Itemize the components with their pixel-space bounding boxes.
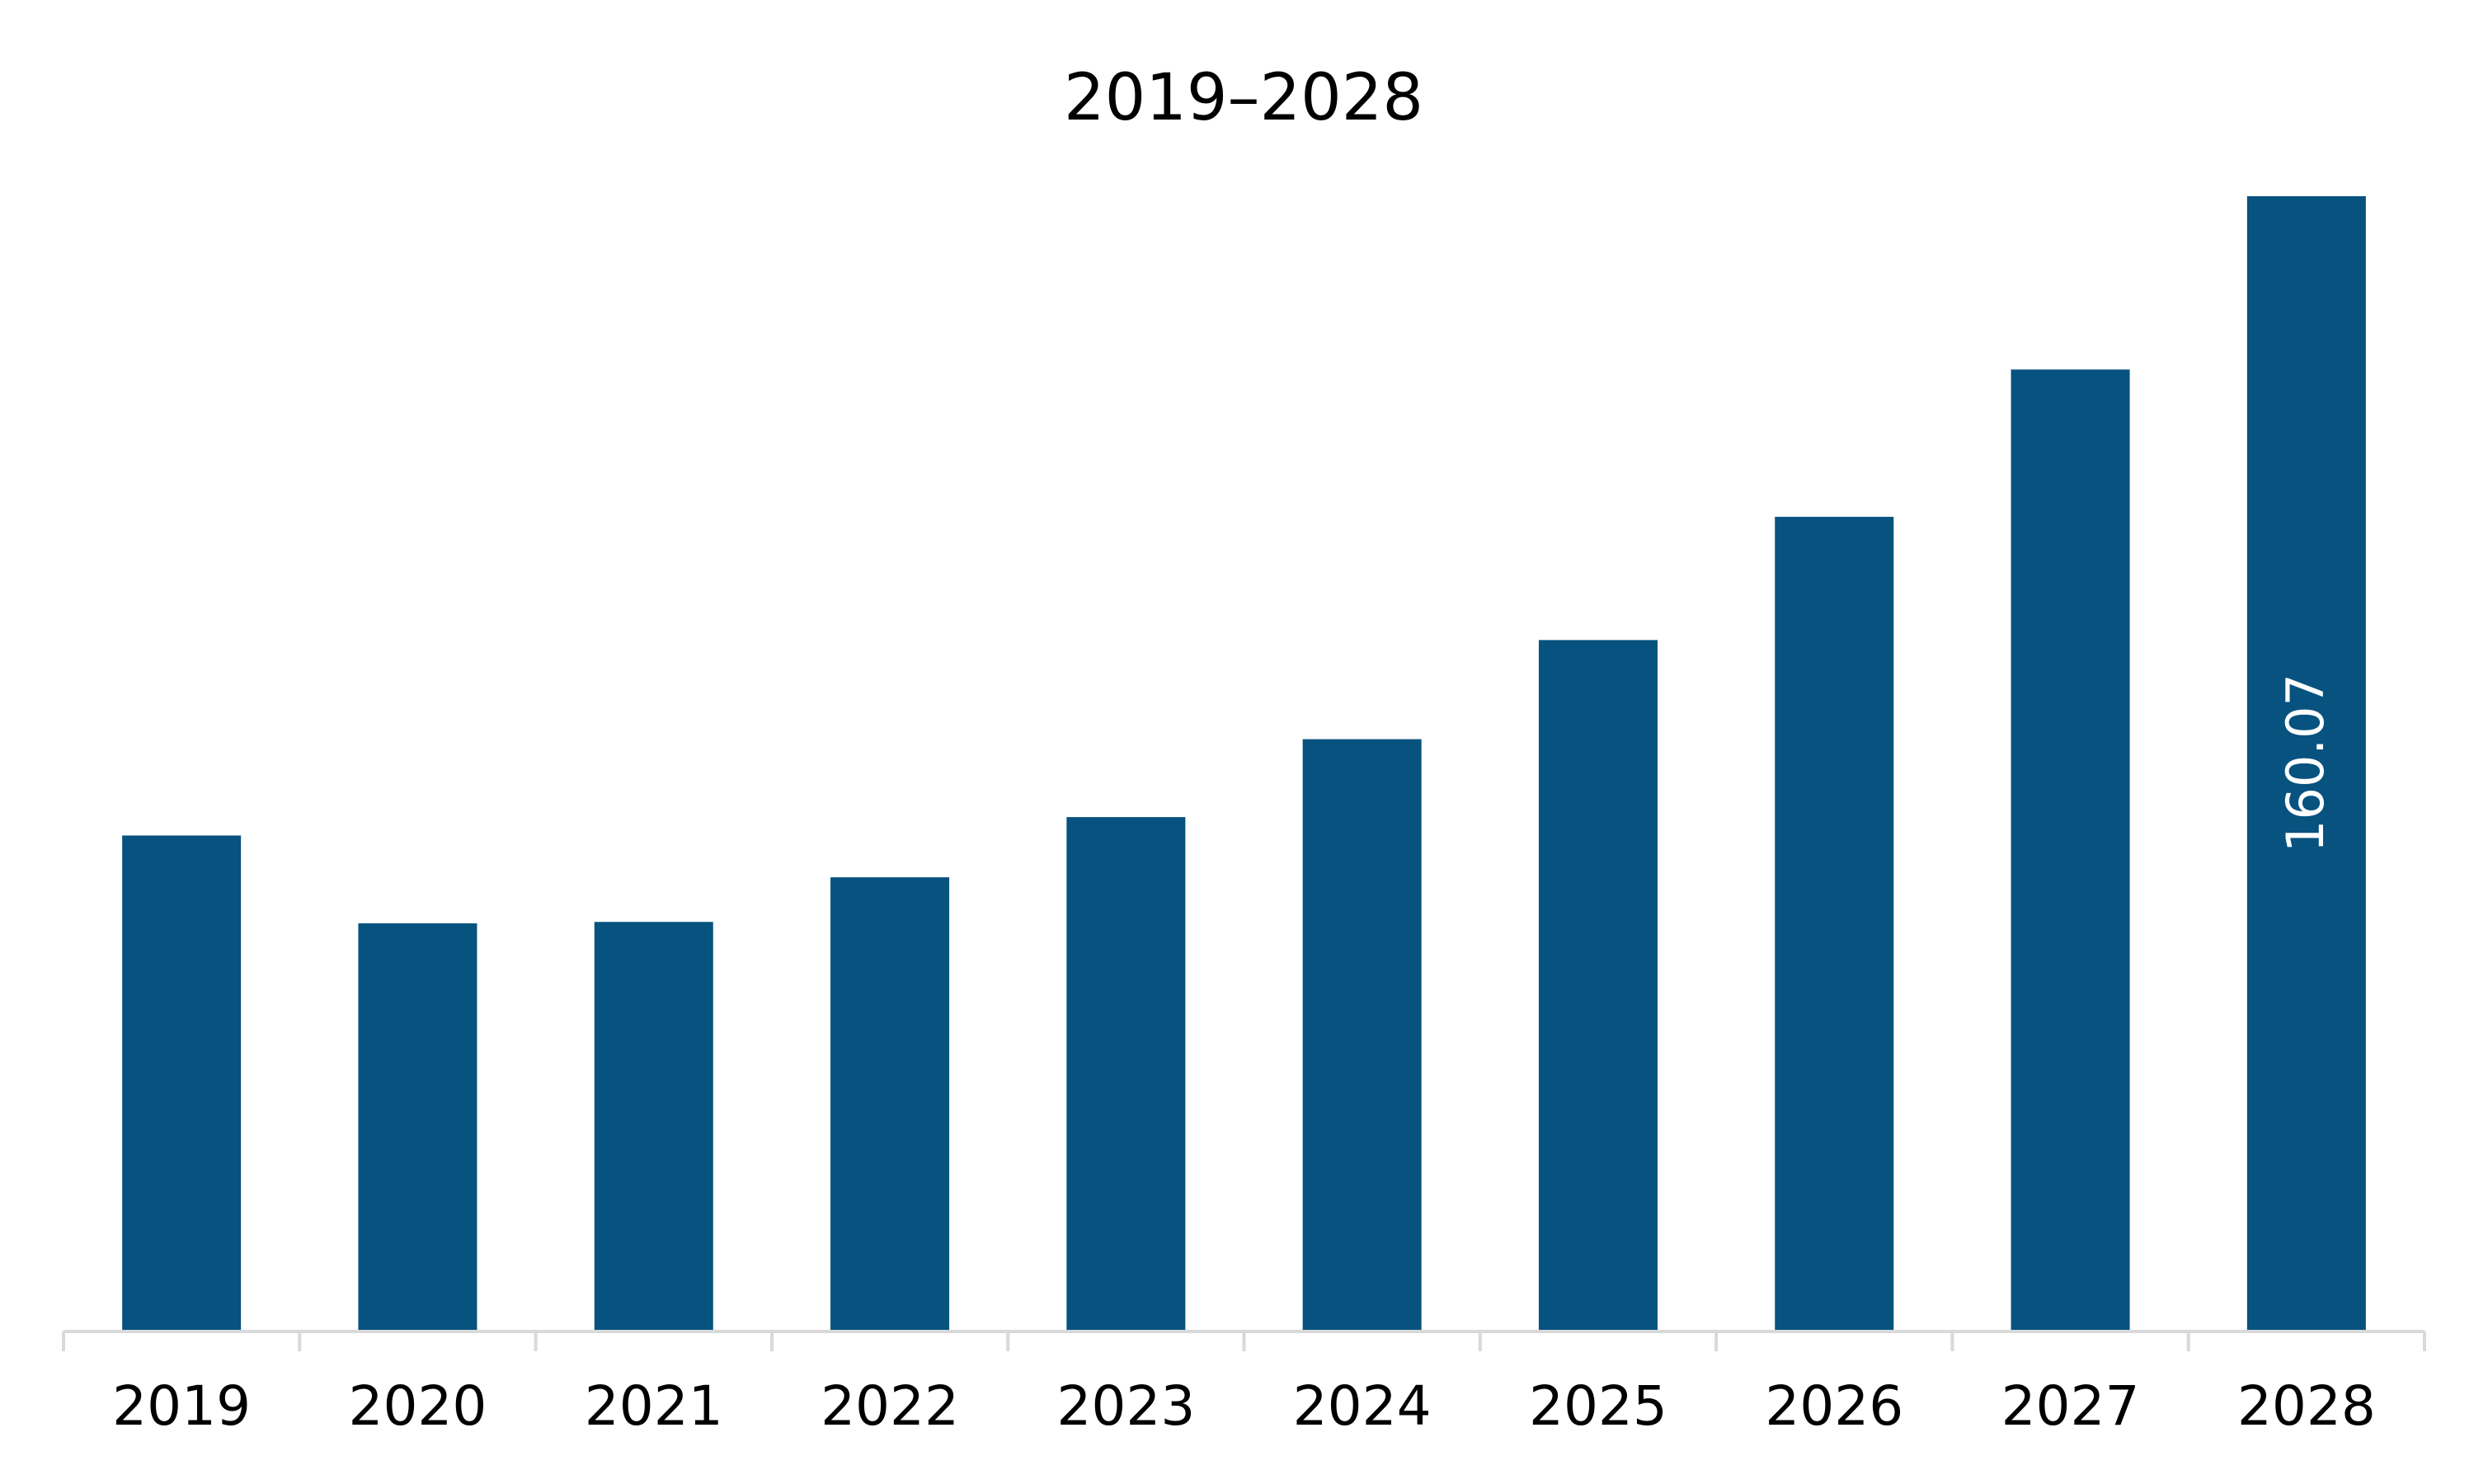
bar-2019 (122, 835, 242, 1330)
x-tick-label-2028: 2028 (2237, 1374, 2376, 1438)
bar-2028 (2246, 196, 2366, 1330)
x-tick-label-2025: 2025 (1529, 1374, 1667, 1438)
bar-2020 (358, 923, 477, 1330)
bar-2021 (594, 922, 713, 1330)
bar-2025 (1538, 640, 1658, 1330)
x-tick-label-2024: 2024 (1293, 1374, 1432, 1438)
x-tick-label-2023: 2023 (1056, 1374, 1195, 1438)
bar-2022 (830, 877, 950, 1330)
x-tick-label-2026: 2026 (1765, 1374, 1903, 1438)
bars-group (122, 196, 2366, 1330)
x-axis-ticks (62, 1331, 2426, 1351)
x-tick-label-2022: 2022 (821, 1374, 959, 1438)
bar-2024 (1302, 739, 1422, 1330)
bar-2026 (1775, 516, 1894, 1330)
x-tick-label-2019: 2019 (112, 1374, 251, 1438)
x-tick-label-2021: 2021 (585, 1374, 723, 1438)
x-axis-tick-labels: 2019 2020 2021 2022 2023 2024 2025 2026 2027 2028 (112, 1374, 2376, 1438)
chart-title: 2019–2028 (1064, 61, 1423, 135)
bar-2027 (2011, 369, 2130, 1330)
bar-2023 (1066, 817, 1186, 1330)
data-label-2028: 160.07 (2275, 674, 2335, 852)
x-tick-label-2020: 2020 (348, 1374, 487, 1438)
x-tick-label-2027: 2027 (2001, 1374, 2140, 1438)
data-labels-group: 160.07 (2275, 674, 2335, 852)
